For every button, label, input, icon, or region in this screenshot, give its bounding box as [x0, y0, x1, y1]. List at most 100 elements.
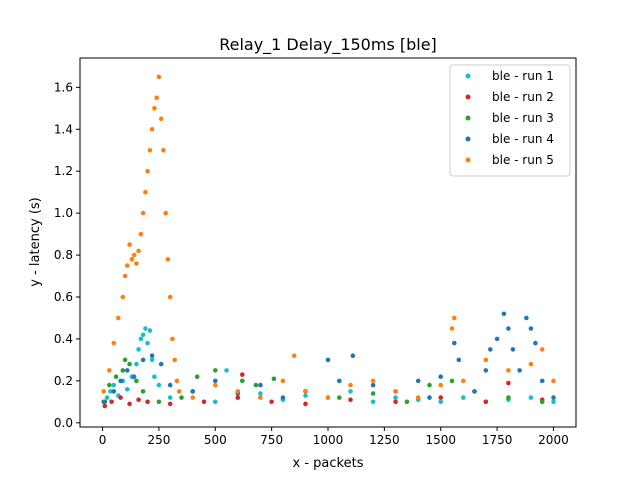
data-point [506, 326, 511, 331]
data-point [138, 336, 144, 342]
data-point [125, 387, 130, 392]
data-point [140, 210, 146, 216]
data-point [415, 378, 421, 384]
data-point [104, 395, 110, 400]
data-point [438, 382, 444, 388]
data-point [240, 378, 245, 384]
data-point [427, 395, 432, 400]
legend-label: ble - run 2 [492, 90, 554, 104]
data-point [101, 389, 106, 394]
data-point [129, 257, 135, 262]
x-tick-label: 0 [99, 433, 107, 447]
data-point [138, 231, 144, 237]
data-point [253, 382, 259, 388]
legend-marker [465, 157, 471, 163]
data-point [483, 399, 489, 405]
data-point [122, 357, 128, 363]
chart-title: Relay_1 Delay_150ms [ble] [219, 35, 437, 55]
data-point [152, 106, 157, 111]
legend-marker [465, 115, 471, 121]
series-2 [102, 372, 545, 409]
data-point [113, 374, 119, 380]
data-point [111, 389, 117, 394]
data-point [517, 368, 522, 373]
data-point [258, 395, 263, 400]
data-point [235, 389, 241, 394]
data-point [165, 257, 171, 262]
data-point [127, 361, 132, 367]
data-point [145, 399, 150, 405]
x-tick-label: 1250 [369, 433, 400, 447]
data-point [370, 399, 376, 405]
data-point [213, 368, 218, 373]
y-axis-label: y - latency (s) [28, 197, 43, 286]
data-point [393, 395, 398, 400]
data-point [136, 248, 141, 254]
data-point [111, 340, 117, 346]
data-point [111, 382, 117, 388]
data-point [461, 378, 466, 384]
data-point [140, 389, 146, 394]
x-tick-label: 1500 [425, 433, 456, 447]
data-point [134, 378, 139, 384]
data-point [348, 397, 353, 403]
data-point [506, 368, 511, 373]
data-point [488, 347, 493, 352]
data-point [348, 382, 353, 388]
data-point [506, 380, 511, 386]
data-point [136, 397, 141, 403]
legend-label: ble - run 5 [492, 153, 554, 167]
legend-marker [465, 73, 471, 79]
x-tick-label: 250 [147, 433, 170, 447]
data-point [127, 401, 132, 407]
data-point [156, 399, 162, 405]
data-point [325, 357, 331, 363]
data-point [134, 261, 139, 266]
data-point [167, 294, 173, 300]
legend-box [449, 64, 571, 177]
data-point [176, 389, 182, 394]
data-point [337, 378, 342, 384]
data-point [167, 382, 173, 388]
data-point [122, 273, 128, 279]
data-point [102, 399, 108, 405]
data-point [235, 395, 241, 400]
data-point [213, 399, 218, 405]
data-point [127, 242, 132, 247]
data-point [154, 95, 159, 101]
x-tick-label: 1750 [482, 433, 513, 447]
data-point [539, 378, 545, 384]
legend-marker [465, 136, 471, 142]
data-point [158, 116, 164, 122]
data-point [190, 389, 195, 394]
x-tick-label: 1000 [313, 433, 344, 447]
x-tick-label: 500 [204, 433, 227, 447]
data-point [528, 361, 534, 367]
data-point [161, 148, 166, 153]
data-point [213, 382, 218, 388]
data-point [393, 399, 398, 405]
data-point [438, 399, 444, 405]
data-point [149, 357, 155, 363]
data-point [108, 389, 113, 394]
data-point [109, 399, 114, 405]
data-point [303, 393, 308, 398]
data-point [258, 391, 263, 396]
data-point [240, 372, 245, 377]
data-point [143, 189, 148, 195]
data-point [370, 382, 376, 388]
data-point [528, 395, 534, 400]
data-point [125, 368, 130, 373]
data-point [528, 326, 534, 331]
data-point [539, 347, 545, 352]
data-point [456, 357, 462, 363]
data-point [291, 353, 297, 359]
data-point [156, 74, 162, 80]
data-point [510, 347, 516, 352]
data-point [194, 374, 200, 380]
data-point [348, 389, 353, 394]
data-point [483, 357, 489, 363]
data-point [190, 395, 195, 400]
data-point [501, 311, 507, 317]
